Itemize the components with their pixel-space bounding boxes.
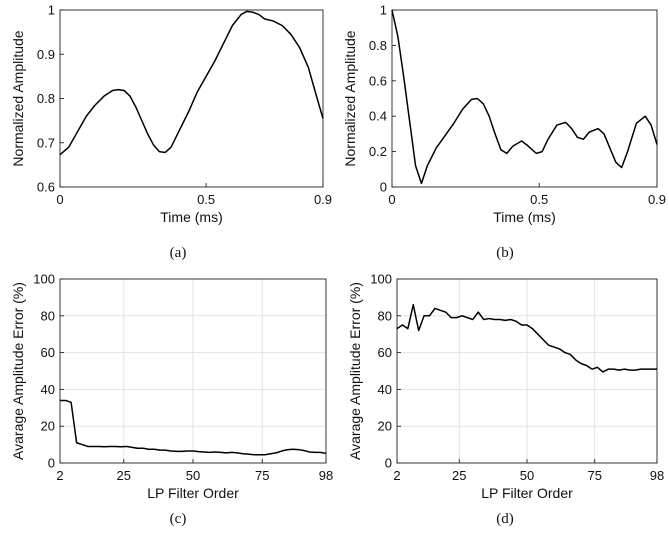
panel-b-x-tick-label: 0.9 [648, 192, 666, 207]
panel-a-line-chart: 0 0.5 0.9 0.6 0.7 0.8 0.9 1 Time (ms) Normalized … [10, 3, 332, 262]
panel-b-x-tick-label: 0.5 [530, 192, 548, 207]
panel-a-x-tick-label: 0 [56, 192, 63, 207]
panel-d-caption: (d) [496, 511, 514, 527]
panel-c-x-axis-label: LP Filter Order [147, 485, 239, 501]
panel-d-x-tick-label: 50 [520, 468, 534, 483]
panel-b-y-axis-label: Normalized Amplitude [342, 30, 358, 166]
panel-d-grid [397, 279, 657, 463]
panel-c-y-tick-label: 60 [41, 345, 55, 360]
panel-d-x-tick-label: 25 [452, 468, 466, 483]
panel-a-y-tick-label: 0.8 [37, 91, 55, 106]
panel-b-plot-frame [391, 9, 658, 188]
panel-a-plot-frame [59, 9, 324, 188]
panel-c-y-tick-label: 20 [41, 419, 55, 434]
panel-b-line-chart: 0 0.5 0.9 0 0.2 0.4 0.6 0.8 1 Time (ms) Normalized… [342, 3, 666, 262]
panel-d-y-tick-label: 40 [378, 382, 392, 397]
panel-b-y-tick-label: 0.2 [369, 144, 387, 159]
panel-d-y-tick-label: 60 [378, 345, 392, 360]
panel-d-y-tick-label: 0 [385, 456, 392, 471]
panel-a-series-line-0 [59, 10, 324, 156]
panel-d-x-tick-label: 98 [650, 468, 664, 483]
panel-b-y-tick-label: 0 [380, 180, 387, 195]
panel-c-x-tick-label: 50 [186, 468, 200, 483]
panel-b-y-tick-label: 0.6 [369, 73, 387, 88]
panel-c-y-axis-label: Avarage Amplitude Error (%) [10, 282, 26, 460]
panel-c-y-tick-label: 0 [48, 456, 55, 471]
panel-d-y-tick-label: 20 [378, 419, 392, 434]
panel-b-x-axis-label: Time (ms) [493, 209, 555, 225]
panel-a-x-tick-label: 0.9 [314, 192, 332, 207]
panel-d-y-axis-label: Avarage Amplitude Error (%) [347, 282, 363, 460]
panel-d-y-tick-label: 80 [378, 308, 392, 323]
panel-c-x-tick-label: 25 [116, 468, 130, 483]
panel-b-y-tick-label: 1 [380, 3, 387, 18]
panel-d-series-line-0 [396, 304, 657, 373]
panel-c-x-tick-label: 98 [319, 468, 333, 483]
panel-d-x-tick-label: 75 [587, 468, 601, 483]
panel-c-series-line-0 [60, 399, 327, 456]
panel-c-grid [60, 279, 326, 463]
panel-b-x-tick-label: 0 [388, 192, 395, 207]
panel-a-y-tick-label: 0.9 [37, 47, 55, 62]
panel-c-y-tick-label: 100 [33, 272, 55, 287]
panel-a-x-tick-label: 0.5 [197, 192, 215, 207]
panel-a-y-axis-label: Normalized Amplitude [10, 30, 26, 166]
panel-a-y-tick-label: 0.7 [37, 135, 55, 150]
panel-d-x-axis-label: LP Filter Order [481, 485, 573, 501]
panel-a-caption: (a) [170, 245, 187, 261]
panel-c-caption: (c) [170, 511, 187, 527]
panel-d-line-chart: 2 25 50 75 98 0 20 40 60 80 100 LP Filter Order Avar… [347, 272, 664, 528]
panel-c-y-tick-label: 40 [41, 382, 55, 397]
panel-c-line-chart: 2 25 50 75 98 0 20 40 60 80 100 LP Filter Order Avar… [10, 272, 333, 528]
panel-c-x-tick-label: 2 [56, 468, 63, 483]
panel-a-x-axis-label: Time (ms) [160, 209, 222, 225]
panel-b-series-line-0 [391, 9, 658, 185]
panel-b-caption: (b) [496, 245, 514, 261]
panel-a-y-tick-label: 1 [48, 3, 55, 18]
panel-b-y-tick-label: 0.4 [369, 109, 387, 124]
panel-d-y-tick-label: 100 [370, 272, 392, 287]
panel-c-y-tick-label: 80 [41, 308, 55, 323]
panel-d-x-tick-label: 2 [393, 468, 400, 483]
panel-c-x-tick-label: 75 [255, 468, 269, 483]
panel-a-y-tick-label: 0.6 [37, 180, 55, 195]
panel-b-y-tick-label: 0.8 [369, 38, 387, 53]
